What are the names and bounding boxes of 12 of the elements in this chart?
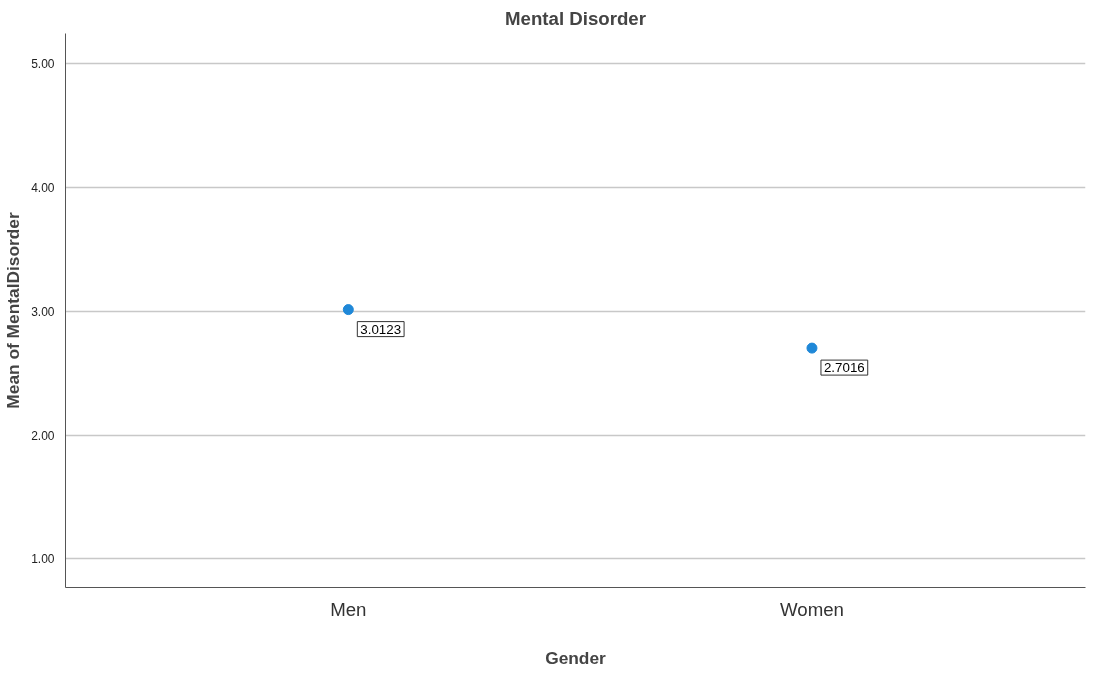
data-label: 2.7016 bbox=[823, 360, 865, 376]
data-label: 3.0123 bbox=[360, 321, 402, 337]
y-tick-label: 5.00 bbox=[31, 56, 55, 71]
y-tick-label: 4.00 bbox=[31, 180, 55, 195]
chart-title: Mental Disorder bbox=[505, 7, 647, 29]
x-tick-label: Men bbox=[330, 598, 367, 620]
y-tick-label: 3.00 bbox=[31, 304, 55, 319]
x-axis-title: Gender bbox=[545, 647, 607, 668]
y-tick-label: 1.00 bbox=[31, 552, 55, 567]
y-axis-title: Mean of MentalDisorder bbox=[3, 212, 24, 409]
x-tick-label: Women bbox=[779, 598, 844, 620]
y-tick-label: 2.00 bbox=[31, 428, 55, 443]
